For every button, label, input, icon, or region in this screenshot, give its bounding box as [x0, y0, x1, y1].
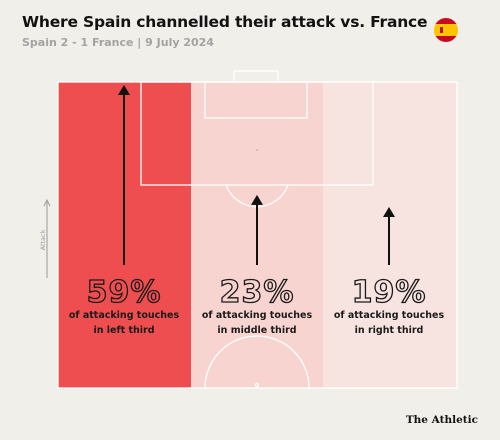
- stat-caption-line: in right third: [355, 325, 424, 336]
- zone-label-left-third: 59%of attacking touches in left third: [69, 274, 180, 336]
- stat-value-label: 59%: [87, 275, 162, 310]
- arrow-left-third: [118, 85, 130, 265]
- stat-caption-line: of attacking touches: [202, 310, 313, 321]
- zone-label-right-third: 19%of attacking touches in right third: [334, 274, 445, 336]
- goal: [233, 70, 279, 83]
- stat-value-label: 23%: [220, 275, 295, 310]
- stat-caption-line: of attacking touches: [69, 310, 180, 321]
- centre-circle-half: [204, 335, 310, 389]
- pitch-lines: [57, 70, 458, 389]
- attack-axis-arrowhead: [43, 198, 51, 207]
- stat-caption-line: of attacking touches: [334, 310, 445, 321]
- attack-axis: Attack: [39, 198, 51, 278]
- publisher-logo: The Athletic: [405, 414, 478, 426]
- attack-axis-label: Attack: [39, 229, 47, 250]
- stat-value-label: 19%: [352, 275, 427, 310]
- arrow-head: [251, 194, 263, 205]
- chart-title: Where Spain channelled their attack vs. …: [22, 13, 428, 31]
- arrow-right-third: [383, 207, 395, 265]
- spain-flag-icon: [434, 18, 458, 42]
- zone-label-middle-third: 23%of attacking touches in middle third: [202, 274, 313, 336]
- flag-stripe-middle: [434, 24, 458, 36]
- arrows-layer: [118, 85, 395, 265]
- chart-subtitle: Spain 2 - 1 France | 9 July 2024: [22, 36, 214, 49]
- flag-stripe-top: [434, 18, 458, 24]
- arrow-middle-third: [251, 194, 263, 265]
- stat-caption-line: in middle third: [217, 325, 296, 336]
- arrow-head: [118, 85, 130, 95]
- flag-emblem: [440, 27, 443, 33]
- stat-caption-line: in left third: [93, 325, 154, 336]
- centre-spot: [254, 382, 260, 388]
- penalty-spot: [256, 149, 258, 151]
- arrow-head: [383, 207, 395, 218]
- flag-stripe-bottom: [434, 36, 458, 42]
